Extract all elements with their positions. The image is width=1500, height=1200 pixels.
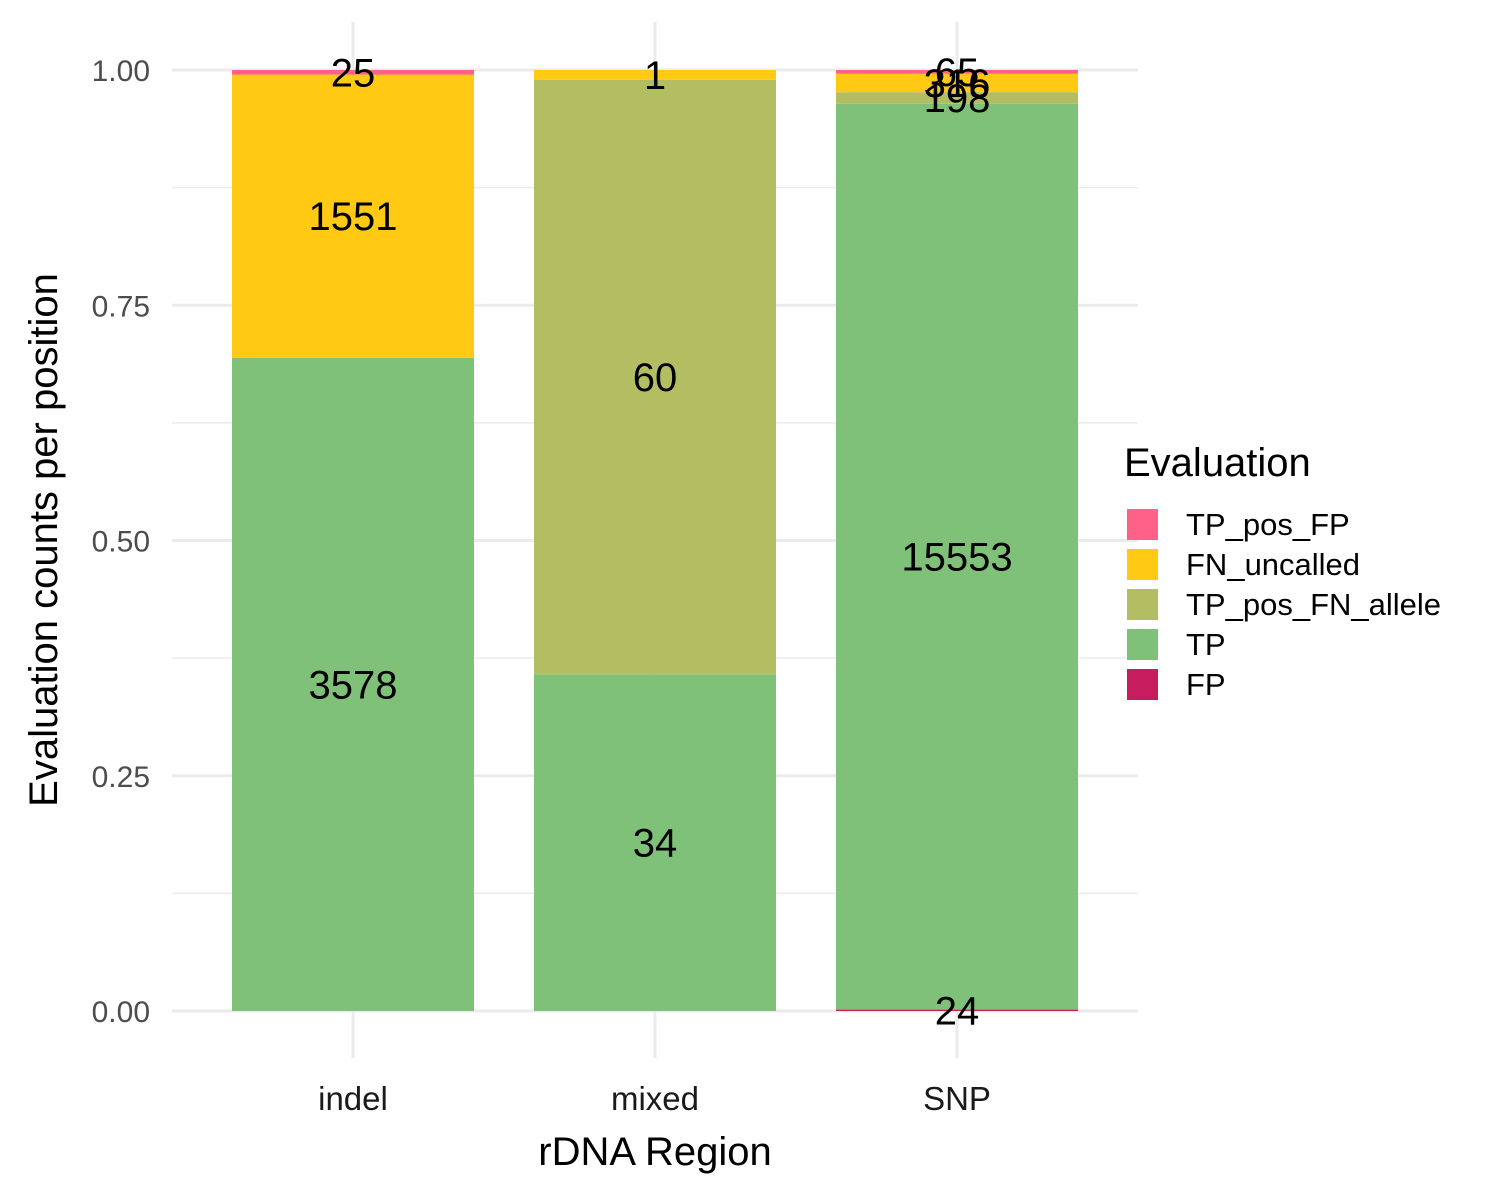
bar-segment-indel-fn-uncalled xyxy=(232,74,474,358)
bar-segment-mixed-tp-pos-fn-allele xyxy=(534,79,776,675)
legend-items: TP_pos_FP FN_uncalled TP_pos_FN_allele TP FP xyxy=(1127,507,1441,702)
legend-label: FN_uncalled xyxy=(1186,547,1360,582)
bar-value-label: 60 xyxy=(633,356,678,400)
legend-title: Evaluation xyxy=(1124,441,1311,485)
x-tick-label: SNP xyxy=(923,1080,991,1117)
bar-segment-mixed-tp xyxy=(534,674,776,1011)
bar-segment-snp-fn-uncalled xyxy=(836,73,1078,93)
bar-segment-snp-tp-pos-fn-allele xyxy=(836,92,1078,104)
x-tick-label: indel xyxy=(318,1080,388,1117)
y-tick-label: 0.75 xyxy=(92,290,150,323)
bar-segment-indel-tp-pos-fp xyxy=(232,70,474,75)
x-tick-label: mixed xyxy=(611,1080,699,1117)
y-tick-label: 0.25 xyxy=(92,761,150,794)
bar-segment-snp-tp xyxy=(836,103,1078,1010)
legend: Evaluation TP_pos_FP FN_uncalled TP_pos_FN… xyxy=(1124,441,1441,702)
bar-value-label: 65 xyxy=(935,51,980,95)
y-axis-title: Evaluation counts per position xyxy=(22,273,66,807)
legend-label: TP xyxy=(1186,627,1226,662)
bar-segment-snp-tp-pos-fp xyxy=(836,70,1078,74)
legend-swatch xyxy=(1127,549,1158,580)
bar-value-label: 25 xyxy=(331,51,376,95)
bar-value-label: 24 xyxy=(935,989,980,1033)
y-axis-ticks: 0.00 0.25 0.50 0.75 1.00 xyxy=(92,55,150,1029)
bars xyxy=(232,70,1078,1011)
bar-value-label: 198 xyxy=(924,77,991,121)
bar-value-label: 15553 xyxy=(901,536,1012,580)
legend-swatch xyxy=(1127,669,1158,700)
bar-segment-indel-tp xyxy=(232,357,474,1011)
legend-label: TP_pos_FN_allele xyxy=(1186,587,1441,622)
y-tick-label: 0.00 xyxy=(92,996,150,1029)
y-tick-label: 0.50 xyxy=(92,526,150,559)
legend-swatch xyxy=(1127,509,1158,540)
y-tick-label: 1.00 xyxy=(92,55,150,88)
legend-label: TP_pos_FP xyxy=(1186,507,1350,542)
x-axis-ticks: indel mixed SNP xyxy=(318,1080,991,1117)
legend-label: FP xyxy=(1186,667,1226,702)
x-axis-title: rDNA Region xyxy=(538,1130,771,1174)
bar-value-label: 1551 xyxy=(309,195,398,239)
legend-swatch xyxy=(1127,589,1158,620)
bar-value-label: 34 xyxy=(633,822,678,866)
bar-segment-mixed-fn-uncalled xyxy=(534,70,776,80)
bar-value-label: 1 xyxy=(644,54,666,98)
bar-value-label: 3578 xyxy=(309,663,398,707)
bar-value-label: 316 xyxy=(924,62,991,106)
legend-swatch xyxy=(1127,629,1158,660)
bar-segment-snp-fp xyxy=(836,1009,1078,1011)
